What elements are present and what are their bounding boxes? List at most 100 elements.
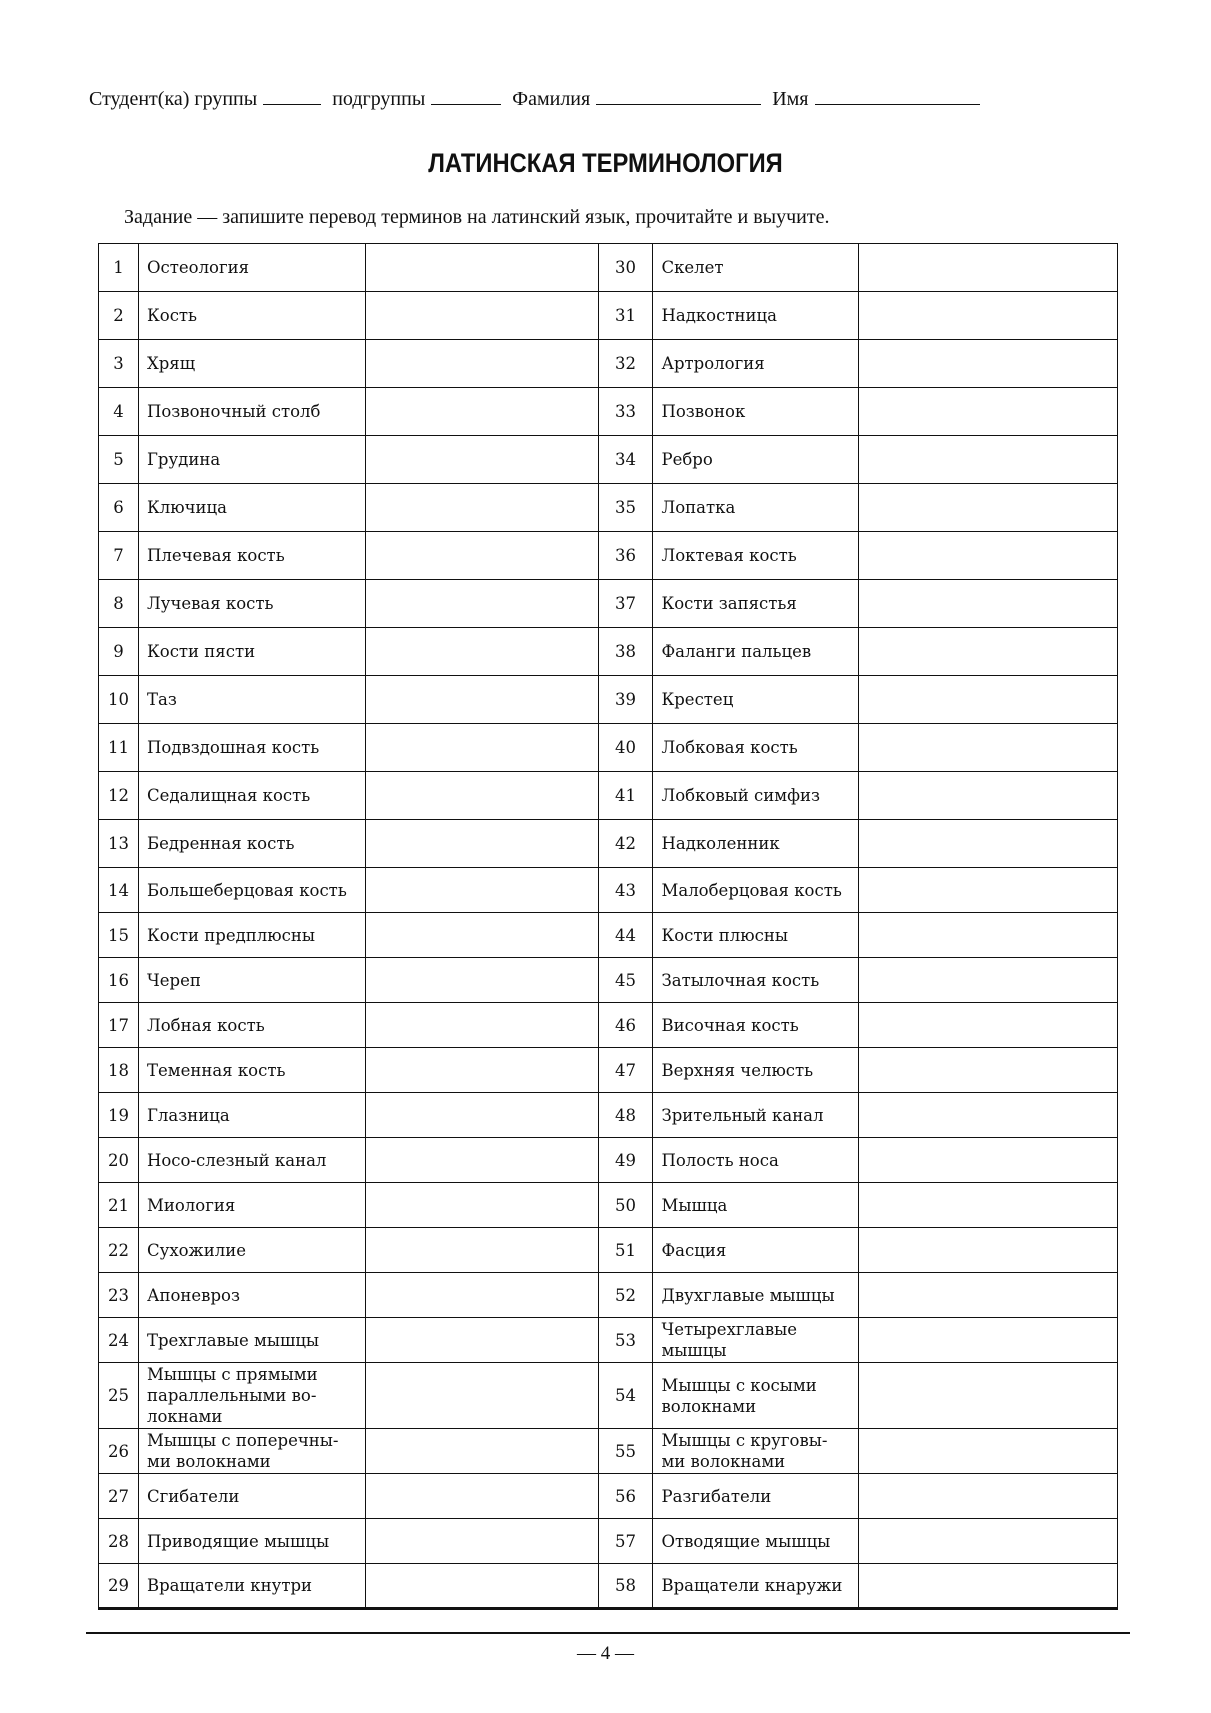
term-number: 26 (98, 1428, 139, 1474)
term-russian: Затылочная кость (652, 957, 860, 1003)
latin-answer-cell[interactable] (364, 531, 599, 580)
latin-answer-cell[interactable] (858, 912, 1118, 958)
latin-answer-cell[interactable] (858, 723, 1118, 772)
latin-answer-cell[interactable] (364, 1182, 599, 1228)
table-row: 26 Мышцы с поперечны-ми волокнами 55 Мышцы … (98, 1428, 1118, 1474)
term-number: 10 (98, 675, 139, 724)
term-number: 56 (597, 1473, 654, 1519)
subgroup-field[interactable] (431, 86, 502, 105)
term-number: 40 (597, 723, 654, 772)
term-number: 16 (98, 957, 139, 1003)
latin-answer-cell[interactable] (364, 1047, 599, 1093)
latin-answer-cell[interactable] (858, 483, 1118, 532)
latin-answer-cell[interactable] (858, 1137, 1118, 1183)
latin-answer-cell[interactable] (858, 771, 1118, 820)
subgroup-label: подгруппы (332, 88, 426, 110)
table-row: 22 Сухожилие 51 Фасция (98, 1227, 1118, 1273)
table-row: 17 Лобная кость 46 Височная кость (98, 1002, 1118, 1048)
table-row: 4 Позвоночный столб 33 Позвонок (98, 387, 1118, 436)
term-number: 44 (597, 912, 654, 958)
latin-answer-cell[interactable] (858, 339, 1118, 388)
latin-answer-cell[interactable] (858, 387, 1118, 436)
surname-field[interactable] (596, 86, 762, 105)
latin-answer-cell[interactable] (364, 1362, 599, 1429)
name-field[interactable] (814, 86, 980, 105)
term-number: 57 (597, 1518, 654, 1564)
latin-answer-cell[interactable] (364, 579, 599, 628)
latin-answer-cell[interactable] (364, 957, 599, 1003)
term-number: 42 (597, 819, 654, 868)
table-row: 12 Седалищная кость 41 Лобковый симфиз (98, 771, 1118, 820)
latin-answer-cell[interactable] (364, 1002, 599, 1048)
latin-answer-cell[interactable] (364, 1518, 599, 1564)
latin-answer-cell[interactable] (364, 339, 599, 388)
latin-answer-cell[interactable] (364, 1317, 599, 1363)
latin-answer-cell[interactable] (364, 387, 599, 436)
latin-answer-cell[interactable] (858, 291, 1118, 340)
name-label: Имя (772, 88, 809, 110)
latin-answer-cell[interactable] (858, 1563, 1118, 1609)
latin-answer-cell[interactable] (364, 1092, 599, 1138)
latin-answer-cell[interactable] (858, 675, 1118, 724)
latin-answer-cell[interactable] (858, 1473, 1118, 1519)
latin-answer-cell[interactable] (858, 435, 1118, 484)
latin-answer-cell[interactable] (858, 1002, 1118, 1048)
term-number: 13 (98, 819, 139, 868)
group-field[interactable] (263, 86, 322, 105)
term-number: 47 (597, 1047, 654, 1093)
latin-answer-cell[interactable] (858, 1518, 1118, 1564)
term-russian: Двухглавые мышцы (652, 1272, 860, 1318)
latin-answer-cell[interactable] (364, 1563, 599, 1609)
latin-answer-cell[interactable] (364, 867, 599, 913)
term-number: 22 (98, 1227, 139, 1273)
latin-answer-cell[interactable] (364, 291, 599, 340)
latin-answer-cell[interactable] (858, 1047, 1118, 1093)
term-russian: Верхняя челюсть (652, 1047, 860, 1093)
table-row: 13 Бедренная кость 42 Надколенник (98, 819, 1118, 868)
term-russian: Череп (137, 957, 366, 1003)
latin-answer-cell[interactable] (364, 771, 599, 820)
latin-answer-cell[interactable] (858, 1428, 1118, 1474)
latin-answer-cell[interactable] (364, 1428, 599, 1474)
latin-answer-cell[interactable] (364, 675, 599, 724)
term-number: 43 (597, 867, 654, 913)
latin-answer-cell[interactable] (858, 1092, 1118, 1138)
latin-answer-cell[interactable] (858, 867, 1118, 913)
term-number: 50 (597, 1182, 654, 1228)
latin-answer-cell[interactable] (858, 1272, 1118, 1318)
term-russian: Мышцы с косыми волокнами (652, 1362, 860, 1429)
term-number: 39 (597, 675, 654, 724)
latin-answer-cell[interactable] (364, 723, 599, 772)
term-russian: Кости запястья (652, 579, 860, 628)
term-number: 55 (597, 1428, 654, 1474)
latin-answer-cell[interactable] (858, 579, 1118, 628)
latin-answer-cell[interactable] (858, 531, 1118, 580)
latin-answer-cell[interactable] (364, 1227, 599, 1273)
latin-answer-cell[interactable] (364, 1473, 599, 1519)
latin-answer-cell[interactable] (858, 243, 1118, 292)
latin-answer-cell[interactable] (858, 627, 1118, 676)
term-number: 48 (597, 1092, 654, 1138)
latin-answer-cell[interactable] (858, 957, 1118, 1003)
term-russian: Полость носа (652, 1137, 860, 1183)
latin-answer-cell[interactable] (364, 912, 599, 958)
latin-answer-cell[interactable] (364, 819, 599, 868)
term-number: 33 (597, 387, 654, 436)
latin-answer-cell[interactable] (858, 1182, 1118, 1228)
latin-answer-cell[interactable] (858, 1362, 1118, 1429)
table-row: 21 Миология 50 Мышца (98, 1182, 1118, 1228)
latin-answer-cell[interactable] (364, 243, 599, 292)
latin-answer-cell[interactable] (364, 1137, 599, 1183)
term-number: 32 (597, 339, 654, 388)
latin-answer-cell[interactable] (364, 1272, 599, 1318)
latin-answer-cell[interactable] (858, 1317, 1118, 1363)
latin-answer-cell[interactable] (364, 435, 599, 484)
latin-answer-cell[interactable] (364, 483, 599, 532)
table-row: 10 Таз 39 Крестец (98, 675, 1118, 724)
latin-answer-cell[interactable] (364, 627, 599, 676)
latin-answer-cell[interactable] (858, 1227, 1118, 1273)
term-russian: Кости плюсны (652, 912, 860, 958)
term-number: 18 (98, 1047, 139, 1093)
latin-answer-cell[interactable] (858, 819, 1118, 868)
term-russian: Миология (137, 1182, 366, 1228)
